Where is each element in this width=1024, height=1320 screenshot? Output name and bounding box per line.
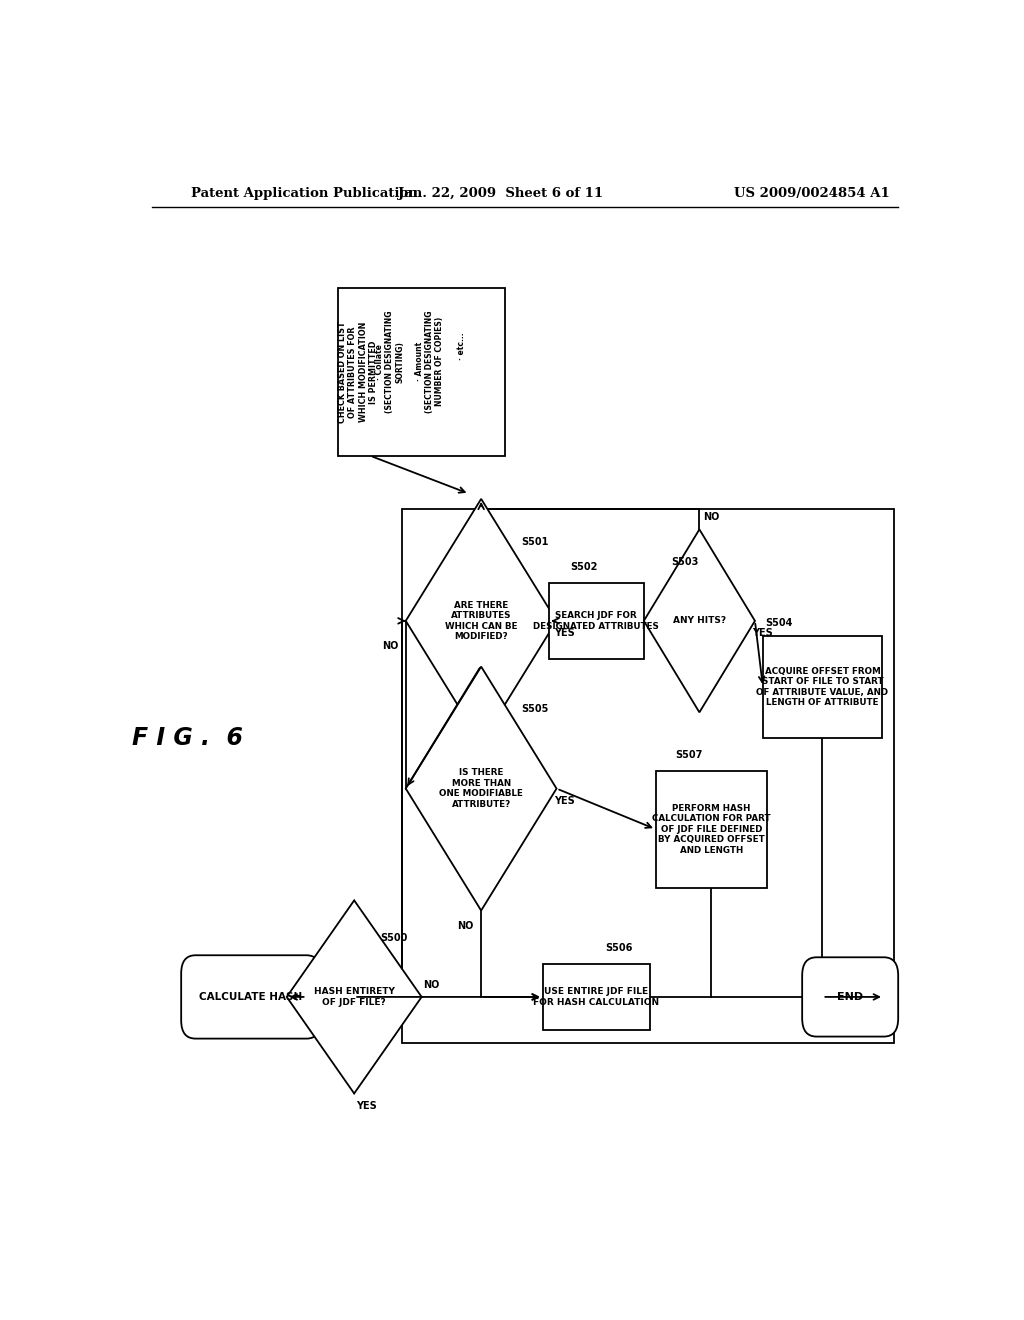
Text: Patent Application Publication: Patent Application Publication [191,187,418,201]
Text: S503: S503 [672,557,698,566]
Bar [401,510,894,1043]
Text: USE ENTIRE JDF FILE
FOR HASH CALCULATION: USE ENTIRE JDF FILE FOR HASH CALCULATION [534,987,659,1007]
Text: NO: NO [423,979,439,990]
Text: S500: S500 [380,933,408,942]
Text: · Amount
(SECTION DESIGNATING
NUMBER OF COPIES): · Amount (SECTION DESIGNATING NUMBER OF … [415,310,444,413]
Text: · etc...: · etc... [457,333,466,360]
Text: S506: S506 [605,944,632,953]
Text: ARE THERE
ATTRIBUTES
WHICH CAN BE
MODIFIED?: ARE THERE ATTRIBUTES WHICH CAN BE MODIFI… [444,601,517,642]
Text: ANY HITS?: ANY HITS? [673,616,726,626]
Text: YES: YES [554,628,574,638]
Text: Jan. 22, 2009  Sheet 6 of 11: Jan. 22, 2009 Sheet 6 of 11 [398,187,603,201]
FancyBboxPatch shape [802,957,898,1036]
Polygon shape [287,900,422,1093]
Text: IS THERE
MORE THAN
ONE MODIFIABLE
ATTRIBUTE?: IS THERE MORE THAN ONE MODIFIABLE ATTRIB… [439,768,523,809]
FancyBboxPatch shape [181,956,321,1039]
Text: ACQUIRE OFFSET FROM
START OF FILE TO START
OF ATTRIBUTE VALUE, AND
LENGTH OF ATT: ACQUIRE OFFSET FROM START OF FILE TO STA… [757,667,889,708]
Text: NO: NO [457,921,473,931]
Bar [655,771,767,887]
Text: PERFORM HASH
CALCULATION FOR PART
OF JDF FILE DEFINED
BY ACQUIRED OFFSET
AND LEN: PERFORM HASH CALCULATION FOR PART OF JDF… [652,804,771,854]
Text: SEARCH JDF FOR
DESIGNATED ATTRIBUTES: SEARCH JDF FOR DESIGNATED ATTRIBUTES [534,611,659,631]
Bar [549,582,644,659]
Text: YES: YES [554,796,574,805]
Bar [338,288,505,455]
Text: NO: NO [382,642,398,651]
Text: S505: S505 [521,705,549,714]
Text: S502: S502 [570,562,598,572]
Polygon shape [406,499,557,743]
Polygon shape [406,667,557,911]
Bar [763,636,882,738]
Text: US 2009/0024854 A1: US 2009/0024854 A1 [734,187,890,201]
Text: S504: S504 [765,618,793,628]
Text: · Collate
(SECTION DESIGNATING
SORTING): · Collate (SECTION DESIGNATING SORTING) [375,310,404,413]
Text: YES: YES [355,1101,377,1110]
Text: S507: S507 [676,750,702,760]
Text: F I G .  6: F I G . 6 [132,726,243,750]
Text: NO: NO [703,512,720,523]
Bar [543,964,650,1030]
Text: END: END [837,991,863,1002]
Text: CHECK BASED ON LIST
OF ATTRIBUTES FOR
WHICH MODIFICATION
IS PERMITTED: CHECK BASED ON LIST OF ATTRIBUTES FOR WH… [338,321,378,422]
Polygon shape [644,529,755,713]
Text: YES: YES [753,628,773,638]
Text: HASH ENTIRETY
OF JDF FILE?: HASH ENTIRETY OF JDF FILE? [313,987,394,1007]
Text: CALCULATE HASH: CALCULATE HASH [200,991,303,1002]
Text: S501: S501 [521,537,549,546]
